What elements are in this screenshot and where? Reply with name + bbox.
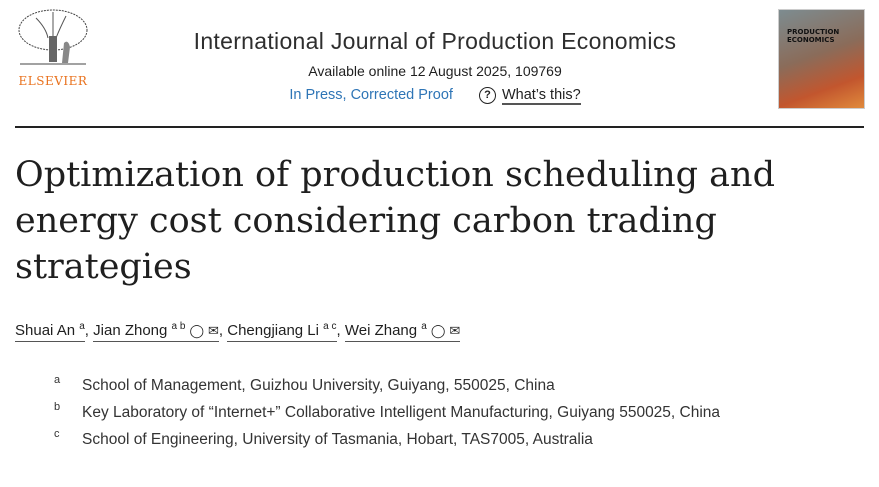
header-divider [15,126,864,128]
publisher-name: ELSEVIER [18,74,88,88]
help-icon[interactable]: ? [478,87,496,104]
article-title: Optimization of production scheduling an… [15,155,775,287]
affiliations: a School of Management, Guizhou Universit… [50,372,852,453]
person-icon: ◯ [189,323,204,338]
author-link[interactable]: Chengjiang Li a c [227,321,337,342]
whats-this-link[interactable]: What’s this? [501,87,581,106]
availability-info: Available online 12 August 2025, 109769 [308,63,562,79]
author-link[interactable]: Wei Zhang a ◯ ✉ [344,321,461,342]
elsevier-tree-icon [18,9,88,65]
affiliation-item: b Key Laboratory of “Internet+” Collabora… [54,401,721,421]
author-link[interactable]: Shuai An a [15,321,85,342]
mail-icon: ✉ [208,323,219,338]
journal-cover-image[interactable]: PRODUCTION ECONOMICS [778,9,865,109]
author-link[interactable]: Jian Zhong a b ◯ ✉ [93,321,219,342]
author-list: Shuai An a, Jian Zhong a b ◯ ✉, Chengjiang… [15,321,461,342]
affiliation-item: c School of Engineering, University of Ta… [54,428,593,448]
mail-icon: ✉ [449,323,461,338]
article-status-link[interactable]: In Press, Corrected Proof [289,87,453,104]
affiliation-item: a School of Management, Guizhou Universit… [54,374,555,394]
journal-title[interactable]: International Journal of Production Econ… [193,28,677,54]
person-icon: ◯ [430,323,446,338]
cover-title: PRODUCTION ECONOMICS [787,28,840,44]
elsevier-logo[interactable]: ELSEVIER [14,8,92,88]
